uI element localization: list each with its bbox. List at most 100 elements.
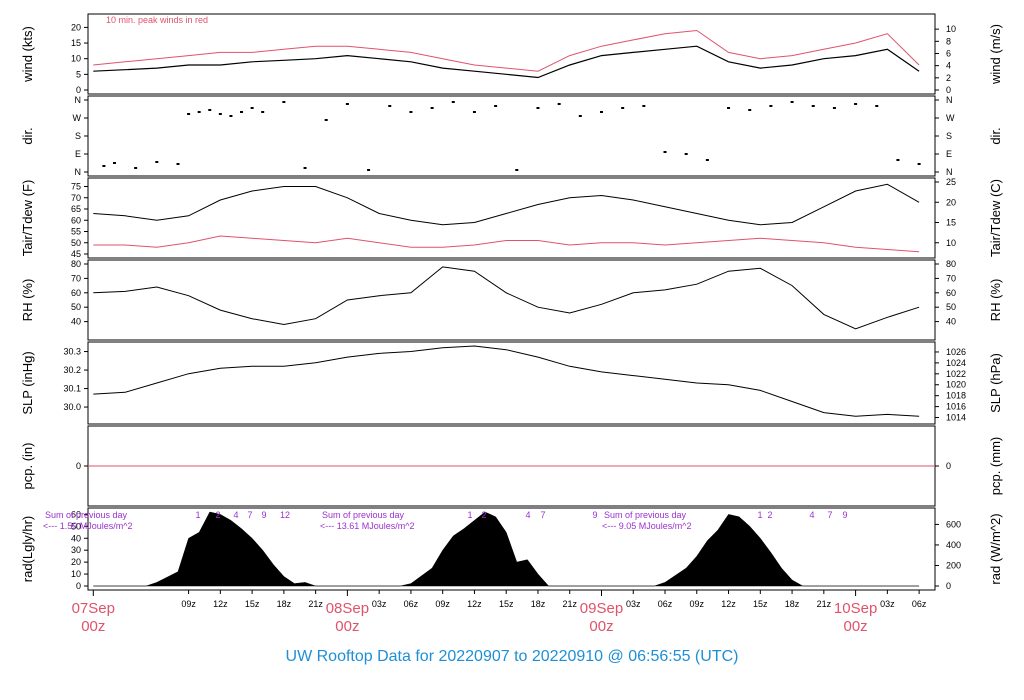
slp-ylabel: SLP (inHg) <box>20 351 35 414</box>
slp-ytick-label: 30.2 <box>63 365 81 375</box>
rh-ytick-right-label: 80 <box>946 259 956 269</box>
dir-point <box>727 107 731 109</box>
dir-point <box>229 115 233 117</box>
temp-ytick-label: 50 <box>71 238 81 248</box>
dir-ytick-right-label: N <box>946 95 953 105</box>
slp-ylabel-right: SLP (hPa) <box>988 353 1003 413</box>
dir-ytick-label: S <box>75 131 81 141</box>
dir-point <box>748 109 752 111</box>
rad-ytick-label: 60 <box>71 509 81 519</box>
dir-point <box>854 103 858 105</box>
dir-point <box>282 101 286 103</box>
xaxis-tick-label: 09z <box>690 599 705 609</box>
wind-ytick-right-label: 8 <box>946 36 951 46</box>
slp-ytick-label: 30.3 <box>63 347 81 357</box>
rh-ytick-label: 80 <box>71 259 81 269</box>
dir-point <box>176 163 180 165</box>
dir-point <box>557 103 561 105</box>
xaxis-tick-label: 09z <box>435 599 450 609</box>
temp-ytick-label: 45 <box>71 249 81 259</box>
rad-ytick-right-label: 200 <box>946 560 961 570</box>
dir-point <box>250 107 254 109</box>
dir-ytick-label: E <box>75 149 81 159</box>
xaxis-date-hour-label: 00z <box>81 618 105 635</box>
dir-point <box>472 111 476 113</box>
xaxis-tick-label: 18z <box>785 599 800 609</box>
dir-point <box>208 109 212 111</box>
wind-frame <box>87 13 936 95</box>
rh-series-rh <box>93 266 920 330</box>
dir-point <box>705 159 709 161</box>
wind-annotation: 10 min. peak winds in red <box>106 15 208 25</box>
slp-ytick-right-label: 1016 <box>946 402 966 412</box>
rh-ytick-label: 50 <box>71 302 81 312</box>
xaxis-date-hour-label: 00z <box>844 618 868 635</box>
rad-ytick-right-label: 400 <box>946 540 961 550</box>
dir-point <box>578 115 582 117</box>
xaxis-tick-label: 12z <box>213 599 228 609</box>
dir-point <box>769 105 773 107</box>
rad-hour-marker: 4 <box>233 510 238 520</box>
rad-hour-marker: 2 <box>481 510 486 520</box>
dir-ytick-label: N <box>75 167 82 177</box>
xaxis-tick-label: 12z <box>467 599 482 609</box>
rh-ytick-label: 70 <box>71 273 81 283</box>
rad-hour-marker: 7 <box>247 510 252 520</box>
dir-ylabel: dir. <box>20 127 35 144</box>
rad-hour-marker: 1 <box>757 510 762 520</box>
dir-point <box>599 111 603 113</box>
rad-series-area <box>93 511 920 587</box>
wind-ytick-label: 15 <box>71 38 81 48</box>
rad-ytick-right-label: 0 <box>946 581 951 591</box>
rad-annotation-sum: <--- 1.59 MJoules/m^2 <box>43 521 133 531</box>
xaxis-tick-label: 03z <box>372 599 387 609</box>
rad-hour-marker: 4 <box>525 510 530 520</box>
rad-ytick-label: 0 <box>76 581 81 591</box>
dir-point <box>388 105 392 107</box>
rad-hour-marker: 9 <box>261 510 266 520</box>
rad-hour-marker: 1 <box>195 510 200 520</box>
slp-ytick-right-label: 1022 <box>946 369 966 379</box>
dir-point <box>811 105 815 107</box>
dir-frame <box>87 95 936 177</box>
dir-point <box>197 111 201 113</box>
xaxis-date-label: 09Sep <box>580 600 623 617</box>
pcp-ytick-right-label: 0 <box>946 461 951 471</box>
temp-ytick-right-label: 15 <box>946 218 956 228</box>
rh-ytick-label: 40 <box>71 317 81 327</box>
rad-annotation-title: Sum of previous day <box>45 510 128 520</box>
rh-ytick-label: 60 <box>71 288 81 298</box>
dir-point <box>536 107 540 109</box>
slp-series-slp <box>93 345 920 417</box>
wind-series-10-min-peak-winds <box>93 29 920 72</box>
xaxis-date-hour-label: 00z <box>335 618 359 635</box>
pcp-ylabel-right: pcp. (mm) <box>988 437 1003 496</box>
pcp-ytick-label: 0 <box>76 461 81 471</box>
dir-point <box>345 103 349 105</box>
temp-ytick-label: 75 <box>71 182 81 192</box>
rad-frame <box>87 507 936 591</box>
dir-point <box>621 107 625 109</box>
rad-annotation-sum: <--- 13.61 MJoules/m^2 <box>320 521 415 531</box>
dir-point <box>684 153 688 155</box>
dir-point <box>187 113 191 115</box>
xaxis-date-hour-label: 00z <box>589 618 613 635</box>
rad-hour-marker: 1 <box>467 510 472 520</box>
wind-series-wind <box>93 45 920 79</box>
xaxis-tick-label: 15z <box>753 599 768 609</box>
rad-hour-marker: 9 <box>842 510 847 520</box>
temp-ytick-label: 65 <box>71 204 81 214</box>
slp-ytick-label: 30.1 <box>63 384 81 394</box>
temp-ytick-label: 70 <box>71 193 81 203</box>
temp-series-tair <box>93 183 920 226</box>
dir-point <box>451 101 455 103</box>
xaxis-tick-label: 15z <box>245 599 260 609</box>
temp-ytick-right-label: 20 <box>946 197 956 207</box>
xaxis-tick-label: 12z <box>721 599 736 609</box>
dir-point <box>303 167 307 169</box>
rad-ylabel: rad(Lgly/hr) <box>20 516 35 582</box>
rad-hour-marker: 2 <box>215 510 220 520</box>
dir-point <box>324 119 328 121</box>
rad-hour-marker: 2 <box>767 510 772 520</box>
xaxis-tick-label: 21z <box>562 599 577 609</box>
